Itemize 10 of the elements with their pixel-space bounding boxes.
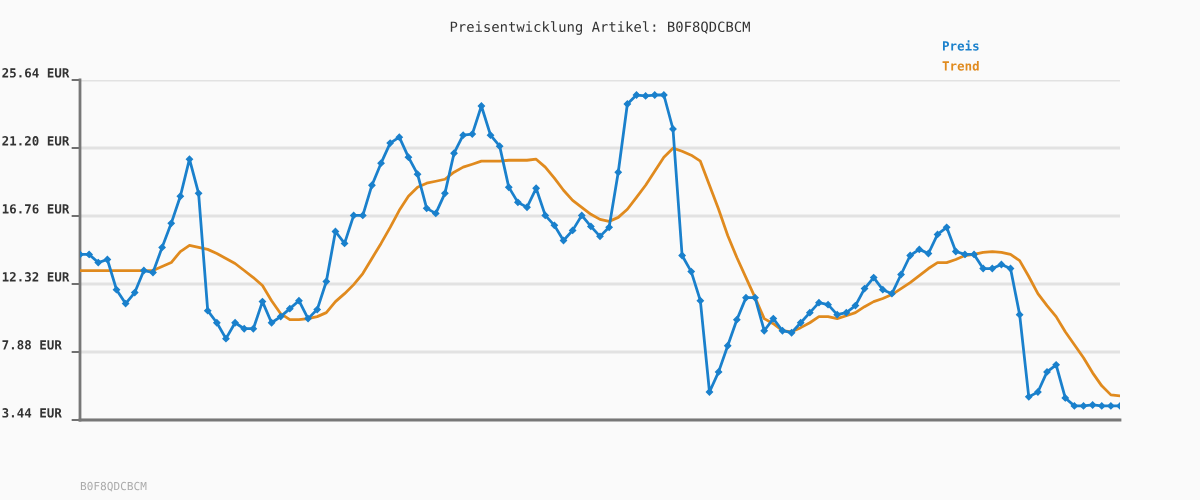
y-tick-label: 21.20 EUR: [2, 136, 70, 146]
y-tick-label: 16.76 EUR: [2, 204, 70, 214]
text: Preis: [942, 40, 979, 51]
text: Trend: [942, 60, 979, 71]
y-tick-label: 3.44 EUR: [2, 408, 62, 418]
y-tick-label: 25.64 EUR: [2, 68, 70, 78]
chart-title: Preisentwicklung Artikel: B0F8QDCBCM: [450, 21, 750, 35]
y-tick-label: 7.88 EUR: [2, 340, 62, 350]
y-tick-label: 12.32 EUR: [2, 272, 70, 282]
text: B0F8QDCBCM: [80, 481, 147, 492]
